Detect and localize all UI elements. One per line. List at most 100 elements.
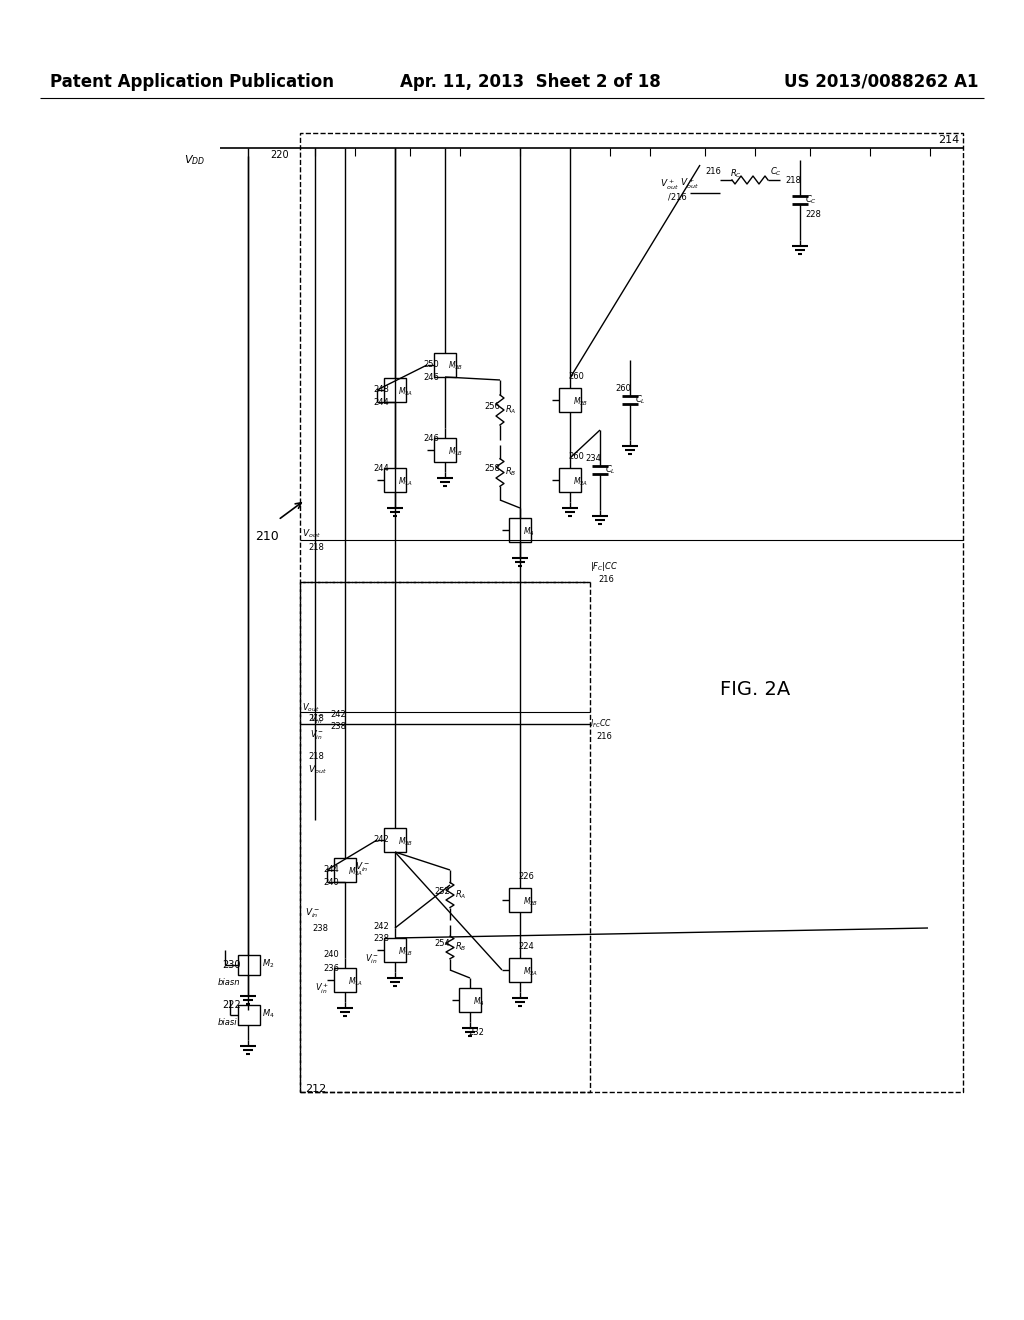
Text: 238: 238 xyxy=(330,722,346,731)
Text: 260: 260 xyxy=(568,372,584,381)
Text: $|F_C|CC$: $|F_C|CC$ xyxy=(590,560,618,573)
Text: 216: 216 xyxy=(598,576,613,583)
Text: 242: 242 xyxy=(373,836,389,843)
Text: 244: 244 xyxy=(373,399,389,407)
Text: $V_{in}^-$: $V_{in}^-$ xyxy=(305,907,319,920)
Bar xyxy=(509,888,531,912)
Text: 260: 260 xyxy=(568,451,584,461)
Text: FIG. 2A: FIG. 2A xyxy=(720,680,791,700)
Text: $V_{out}$: $V_{out}$ xyxy=(302,528,321,540)
Text: 244: 244 xyxy=(323,865,339,874)
Text: 218: 218 xyxy=(785,176,801,185)
Text: 254: 254 xyxy=(434,939,450,948)
Bar xyxy=(300,133,963,1092)
Text: 238: 238 xyxy=(312,924,328,933)
Text: $M_{3A}$: $M_{3A}$ xyxy=(348,865,364,878)
Text: 232: 232 xyxy=(468,1028,484,1038)
Text: 210: 210 xyxy=(255,531,279,543)
Text: $V_{in}^-$: $V_{in}^-$ xyxy=(365,952,379,965)
Bar xyxy=(384,378,406,403)
Bar xyxy=(559,469,581,492)
Bar xyxy=(459,987,481,1012)
Text: 246: 246 xyxy=(423,374,439,381)
Text: $R_C$: $R_C$ xyxy=(730,168,742,181)
Text: 218: 218 xyxy=(308,714,324,723)
Text: $V_{out}$: $V_{out}$ xyxy=(302,702,319,714)
Text: $M_{3B}$: $M_{3B}$ xyxy=(449,360,463,372)
Text: 236: 236 xyxy=(323,964,339,973)
Text: $M_{1B}$: $M_{1B}$ xyxy=(449,445,463,458)
Text: 260: 260 xyxy=(615,384,631,393)
Text: $M_{1B}$: $M_{1B}$ xyxy=(398,945,414,957)
Text: /216: /216 xyxy=(668,191,687,201)
Text: $M_4$: $M_4$ xyxy=(262,1008,274,1020)
Text: 246: 246 xyxy=(423,434,439,444)
Text: 240: 240 xyxy=(323,878,339,887)
Text: US 2013/0088262 A1: US 2013/0088262 A1 xyxy=(783,73,978,91)
Text: 216: 216 xyxy=(596,733,612,741)
Text: 234: 234 xyxy=(585,454,601,463)
Text: $V_{out}$: $V_{out}$ xyxy=(308,764,327,776)
Bar xyxy=(334,968,356,993)
Text: $R_B$: $R_B$ xyxy=(505,466,516,478)
Bar xyxy=(334,858,356,882)
Text: 238: 238 xyxy=(373,935,389,942)
Text: 258: 258 xyxy=(484,465,500,473)
Text: $V_{in}^-$: $V_{in}^-$ xyxy=(310,711,324,726)
Bar xyxy=(384,939,406,962)
Text: 250: 250 xyxy=(423,360,438,370)
Bar xyxy=(300,582,590,1092)
Text: $M_{1A}$: $M_{1A}$ xyxy=(398,475,414,487)
Text: $V_{in}^-$: $V_{in}^-$ xyxy=(310,729,324,742)
Text: 242: 242 xyxy=(373,921,389,931)
Text: $M_{3A}$: $M_{3A}$ xyxy=(398,385,414,397)
Text: $V_{out}^+$: $V_{out}^+$ xyxy=(680,177,698,191)
Text: $C_L$: $C_L$ xyxy=(605,463,615,477)
Text: $M_{3B}$: $M_{3B}$ xyxy=(398,836,414,847)
Text: $M_4$: $M_4$ xyxy=(523,525,535,537)
Text: $M_4$: $M_4$ xyxy=(473,995,484,1007)
Text: 252: 252 xyxy=(434,887,450,896)
Text: 218: 218 xyxy=(308,752,324,762)
Text: $I_{FC}CC$: $I_{FC}CC$ xyxy=(590,718,612,730)
Text: 244: 244 xyxy=(373,465,389,473)
Bar xyxy=(434,438,456,462)
Text: 228: 228 xyxy=(805,210,821,219)
Text: biasn: biasn xyxy=(218,978,241,987)
Text: 256: 256 xyxy=(484,403,500,411)
Bar xyxy=(238,954,260,975)
Text: 216: 216 xyxy=(705,168,721,176)
Text: 214: 214 xyxy=(938,135,959,145)
Text: Apr. 11, 2013  Sheet 2 of 18: Apr. 11, 2013 Sheet 2 of 18 xyxy=(400,73,660,91)
Text: $M_{1A}$: $M_{1A}$ xyxy=(348,975,364,987)
Text: 226: 226 xyxy=(518,873,534,880)
Text: $V_{in}^-$: $V_{in}^-$ xyxy=(355,861,370,874)
Text: 212: 212 xyxy=(305,1084,327,1094)
Text: $R_A$: $R_A$ xyxy=(505,404,516,416)
Text: biasi: biasi xyxy=(218,1018,238,1027)
Bar xyxy=(384,828,406,851)
Bar xyxy=(509,958,531,982)
Text: $V_{in}^+$: $V_{in}^+$ xyxy=(315,982,329,997)
Text: $M_{2A}$: $M_{2A}$ xyxy=(573,475,588,487)
Text: $V_{DD}$: $V_{DD}$ xyxy=(183,153,205,166)
Bar xyxy=(238,1005,260,1026)
Text: $M_{2A}$: $M_{2A}$ xyxy=(523,965,539,978)
Text: $M_2$: $M_2$ xyxy=(262,958,274,970)
Text: 224: 224 xyxy=(518,942,534,950)
Text: $C_C$: $C_C$ xyxy=(770,166,782,178)
Bar xyxy=(509,517,531,543)
Text: 218: 218 xyxy=(308,543,324,552)
Bar xyxy=(384,469,406,492)
Bar xyxy=(559,388,581,412)
Text: $C_C$: $C_C$ xyxy=(805,194,817,206)
Text: 242: 242 xyxy=(330,710,346,719)
Text: $M_{2B}$: $M_{2B}$ xyxy=(523,895,539,908)
Text: $M_{2B}$: $M_{2B}$ xyxy=(573,395,589,408)
Text: 222: 222 xyxy=(222,1001,241,1010)
Text: $C_L$: $C_L$ xyxy=(635,393,646,407)
Text: 220: 220 xyxy=(270,150,289,160)
Text: 240: 240 xyxy=(323,950,339,960)
Text: $R_B$: $R_B$ xyxy=(455,941,467,953)
Text: $V_{out}^+$: $V_{out}^+$ xyxy=(660,178,679,193)
